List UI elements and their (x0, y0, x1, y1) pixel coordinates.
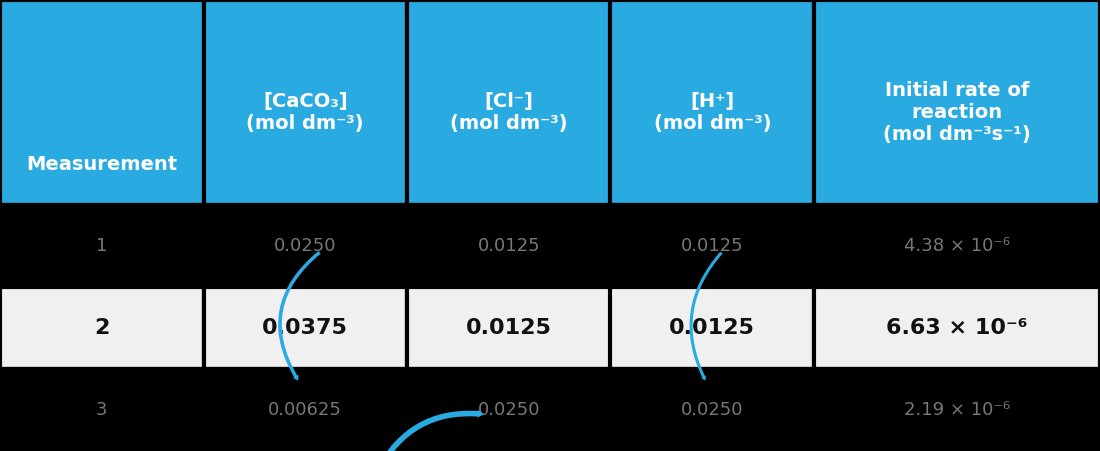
Text: [H⁺]
(mol dm⁻³): [H⁺] (mol dm⁻³) (653, 92, 771, 133)
FancyArrowPatch shape (375, 410, 484, 451)
Bar (204, 0, 407, 205)
Bar (204, 369, 407, 451)
Bar (610, 369, 814, 451)
Bar (814, 369, 1100, 451)
Bar (610, 0, 814, 205)
Bar (407, 287, 610, 369)
Text: 0.0125: 0.0125 (465, 318, 552, 338)
Bar (407, 205, 610, 287)
Text: 0.00625: 0.00625 (268, 401, 342, 419)
Bar (0, 0, 204, 205)
Text: 0.0250: 0.0250 (477, 401, 540, 419)
Text: 2: 2 (95, 318, 109, 338)
Bar (814, 0, 1100, 205)
Text: Initial rate of
reaction
(mol dm⁻³s⁻¹): Initial rate of reaction (mol dm⁻³s⁻¹) (883, 81, 1031, 144)
Bar (0, 369, 204, 451)
Bar (204, 287, 407, 369)
Text: 0.0125: 0.0125 (477, 237, 540, 255)
Text: 2.19 × 10⁻⁶: 2.19 × 10⁻⁶ (904, 401, 1010, 419)
Bar (610, 287, 814, 369)
Bar (0, 205, 204, 287)
Text: 0.0250: 0.0250 (681, 401, 744, 419)
Bar (0, 287, 204, 369)
Text: 1: 1 (96, 237, 108, 255)
Text: [Cl⁻]
(mol dm⁻³): [Cl⁻] (mol dm⁻³) (450, 92, 568, 133)
Bar (407, 0, 610, 205)
Bar (814, 205, 1100, 287)
Bar (814, 287, 1100, 369)
Text: Measurement: Measurement (26, 155, 177, 174)
Bar (204, 205, 407, 287)
Text: 6.63 × 10⁻⁶: 6.63 × 10⁻⁶ (887, 318, 1027, 338)
Text: 0.0250: 0.0250 (274, 237, 337, 255)
Text: 0.0375: 0.0375 (262, 318, 349, 338)
FancyArrowPatch shape (690, 252, 723, 381)
Text: 3: 3 (96, 401, 108, 419)
Text: 4.38 × 10⁻⁶: 4.38 × 10⁻⁶ (904, 237, 1010, 255)
Bar (407, 369, 610, 451)
Text: 0.0125: 0.0125 (669, 318, 756, 338)
Text: 0.0125: 0.0125 (681, 237, 744, 255)
FancyArrowPatch shape (278, 251, 321, 381)
Text: [CaCO₃]
(mol dm⁻³): [CaCO₃] (mol dm⁻³) (246, 92, 364, 133)
Bar (610, 205, 814, 287)
